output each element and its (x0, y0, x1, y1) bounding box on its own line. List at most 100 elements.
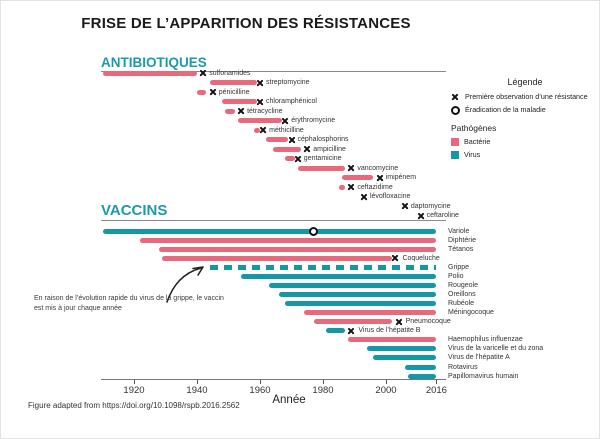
antibiotic-bar (253, 127, 260, 133)
flu-annotation-line2: est mis à jour chaque année (34, 305, 122, 312)
vaccine-bar (367, 346, 437, 352)
vaccine-bar (285, 301, 437, 307)
legend-item-label: Bactérie (464, 137, 491, 146)
axis-tick (197, 380, 198, 384)
antibiotic-label: ceftaroline (426, 212, 459, 220)
vaccine-bar (102, 228, 437, 234)
x-marker-icon (451, 93, 460, 102)
resistance-x-marker (209, 88, 217, 96)
antibiotic-label: érythromycine (291, 117, 336, 125)
vaccine-label: Rubéole (448, 300, 475, 308)
vaccine-label: Virus de l’hépatite A (448, 354, 510, 362)
antibiotic-bar (197, 89, 207, 95)
antibiotic-bar (285, 156, 295, 162)
axis-tick-label: 2000 (375, 385, 397, 396)
figure-title: FRISE DE L’APPARITION DES RÉSISTANCES (81, 15, 411, 32)
vaccines-section-heading: VACCINS (101, 202, 168, 219)
resistance-x-marker (259, 126, 267, 134)
axis-tick (323, 380, 324, 384)
resistance-x-marker (347, 183, 355, 191)
resistance-x-marker (347, 327, 355, 335)
vaccine-bar (408, 373, 437, 379)
antibiotic-label: lévofloxacine (369, 193, 411, 201)
antibiotic-label: imipénem (385, 174, 417, 182)
axis-tick-label: 2016 (425, 385, 447, 396)
vaccine-bar (373, 355, 437, 361)
antibiotic-bar (237, 118, 283, 124)
axis-tick (260, 380, 261, 384)
axis-tick-label: 1980 (312, 385, 334, 396)
vaccine-bar (348, 337, 437, 343)
axis-tick (386, 380, 387, 384)
vaccine-label: Coqueluche (402, 254, 440, 262)
resistance-x-marker (360, 193, 368, 201)
antibiotic-label: tétracycline (247, 107, 283, 115)
antibiotic-label: daptomycine (410, 202, 451, 210)
legend-item-label: Éradication de la maladie (465, 105, 546, 114)
vaccine-label: Rotavirus (448, 363, 478, 371)
vaccine-label: Virus de la varicelle et du zona (448, 345, 544, 353)
antibiotic-label: vancomycine (357, 164, 399, 172)
vaccine-label: Diphtérie (448, 236, 477, 244)
vaccine-bar (404, 364, 437, 370)
antibiotic-label: chloramphénicol (266, 98, 317, 106)
resistance-x-marker (237, 107, 245, 115)
eradication-circle-marker (309, 226, 319, 236)
antibiotic-label: pénicilline (218, 88, 250, 96)
antibiotic-bar (225, 108, 235, 114)
vaccine-bar (269, 282, 437, 288)
antibiotic-bar (338, 184, 346, 190)
vaccine-label: Polio (448, 272, 464, 280)
bacteria-swatch-icon (451, 138, 459, 146)
resistance-x-marker (199, 69, 207, 77)
legend-pathogens-title: Pathógènes (451, 123, 497, 133)
antibiotic-bar (209, 80, 257, 86)
antibiotic-label: céphalosphorins (297, 136, 349, 144)
resistance-x-marker (281, 117, 289, 125)
x-axis-line (101, 379, 446, 380)
resistance-x-marker (256, 79, 264, 87)
resistance-x-marker (417, 212, 425, 220)
circle-marker-icon (451, 105, 460, 115)
antibiotic-bar (341, 175, 374, 181)
legend-item-label: Première observation d’une résistance (465, 92, 588, 101)
antibiotic-bar (222, 99, 257, 105)
vaccine-label: Papillomavirus humain (448, 372, 519, 380)
flu-vaccine-annotation: En raison de l’évolution rapide du virus… (34, 294, 224, 314)
virus-swatch-icon (451, 151, 459, 159)
vaccine-label: Rougeole (448, 281, 478, 289)
source-attribution: Figure adapted from https://doi.org/10.1… (28, 401, 240, 410)
vaccine-label: Grippe (448, 263, 470, 271)
vaccine-label: Oreillons (448, 290, 476, 298)
vaccine-label: Haemophilus influenzae (448, 336, 523, 344)
vaccine-bar (241, 273, 437, 279)
x-axis-title: Année (272, 394, 306, 406)
legend-item-label: Virus (464, 150, 481, 159)
vaccine-bar (140, 237, 437, 243)
resistance-x-marker (288, 136, 296, 144)
vaccine-bar (159, 246, 437, 252)
vaccine-label: Pneumocoque (405, 318, 451, 326)
antibiotic-bar (297, 165, 346, 171)
legend-item-eradication: Éradication de la maladie (451, 105, 599, 115)
antibiotic-label: méthicilline (269, 126, 304, 134)
axis-tick-label: 1940 (186, 385, 208, 396)
vaccine-label: Méningocoque (448, 309, 494, 317)
vaccine-label: Tétanos (448, 245, 474, 253)
axis-tick-label: 1920 (123, 385, 145, 396)
legend-title: Légende (507, 77, 543, 87)
vaccine-bar (313, 319, 393, 325)
resistance-x-marker (347, 164, 355, 172)
resistance-x-marker (303, 145, 311, 153)
antibiotic-label: streptomycine (266, 79, 310, 87)
axis-tick (436, 380, 438, 384)
resistance-x-marker (391, 254, 399, 262)
resistance-x-marker (256, 98, 264, 106)
flu-annotation-line1: En raison de l’évolution rapide du virus… (34, 295, 224, 302)
legend: Légende Première observation d’une résis… (451, 77, 599, 163)
vaccines-section-divider (101, 220, 446, 221)
vaccine-bar (162, 255, 393, 261)
antibiotics-section-heading: ANTIBIOTIQUES (101, 55, 207, 70)
antibiotic-label: ampicilline (313, 145, 346, 153)
